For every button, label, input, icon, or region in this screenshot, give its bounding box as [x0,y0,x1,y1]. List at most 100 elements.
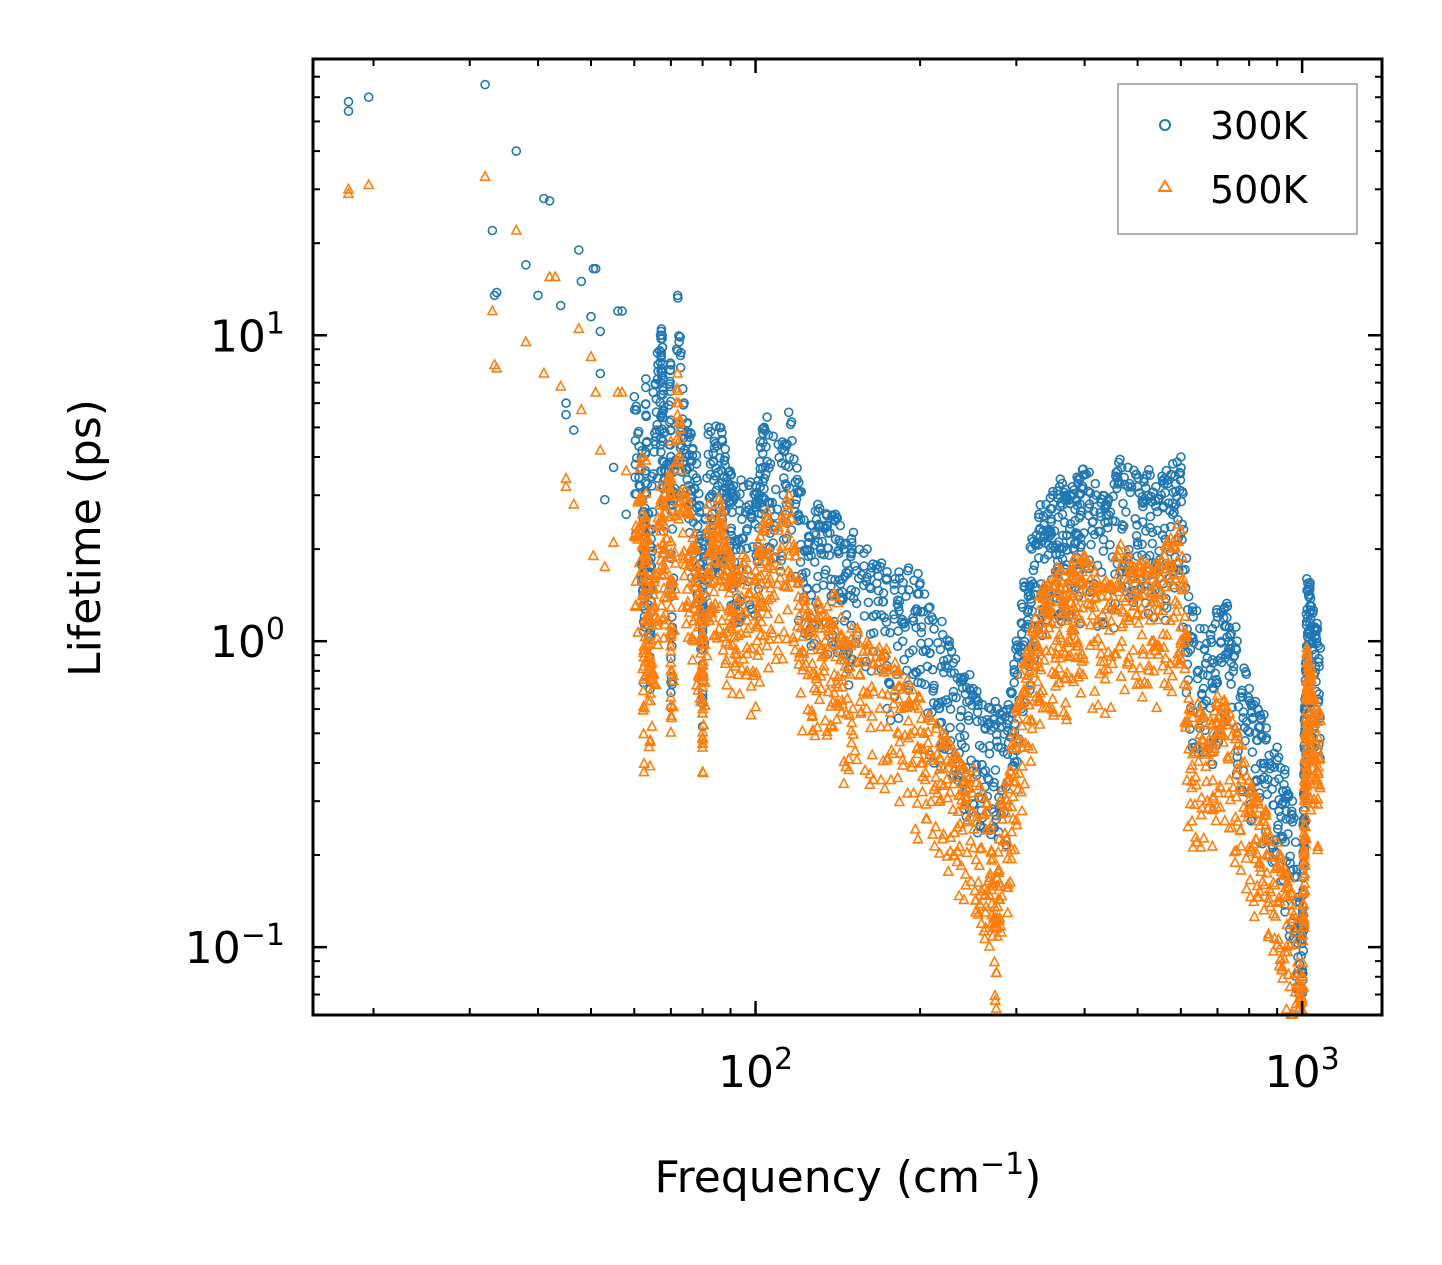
300k-point-cloud [682,474,693,485]
300k-point-cloud [750,499,761,510]
300k-point-cloud [1049,526,1060,536]
500k-point-cloud [1040,585,1052,597]
500k-point-cloud [1172,535,1185,547]
500k-point-cloud [1011,783,1024,795]
300k-point-cloud [825,528,835,538]
300k-point-cloud [846,620,857,631]
300k-point-cloud [964,669,975,680]
500k-point-cloud [701,649,714,661]
300k-point-cloud [1079,528,1089,538]
300k-point-cloud [1133,473,1143,484]
y-tick-label: 101 [210,306,285,362]
500k-point-cloud [741,664,753,676]
500k-point-cloud [634,461,647,473]
500k-point-cloud [1117,591,1130,603]
500k-point-cloud [681,491,693,503]
500k-point-cloud [896,682,909,694]
500k-point-cloud [1289,966,1301,978]
500k-point-cloud [1299,820,1312,832]
500k-point-cloud [985,843,998,855]
500k-point-cloud [1038,653,1051,665]
500k-point-cloud [691,597,704,609]
500k-point-cloud [1299,810,1312,822]
300k-point-cloud [694,507,705,517]
500k-point-cloud [1245,779,1258,791]
300k-point-cloud [959,730,970,741]
300k-point-cloud [1305,593,1316,604]
500k-point-cloud [1076,575,1089,587]
500k-point-cloud [885,743,898,755]
300k-point [1168,458,1178,469]
500k-point-cloud [1312,742,1324,754]
500k-point-cloud [1195,791,1208,803]
500k-point-cloud [1222,752,1235,764]
500k-point-cloud [1229,855,1241,867]
legend-marker-300k [1159,119,1171,131]
300k-point-cloud [1313,657,1324,668]
300k-point-cloud [980,723,990,733]
500k-point-cloud [906,683,919,695]
500k-point-cloud [800,618,813,630]
500k-point-cloud [841,691,854,703]
300k-point-cloud [929,680,939,691]
300k-point [783,407,794,418]
300k-point-cloud [1111,467,1121,478]
300k-point-cloud [1198,683,1209,694]
500k-point-cloud [1105,614,1118,626]
500k-point-cloud [696,664,709,676]
300k-point-cloud [956,705,967,716]
500k-point-cloud [948,849,961,861]
300k-point-cloud [1261,733,1272,743]
500k-point-cloud [788,635,800,647]
500k-point-cloud [667,700,680,712]
300k-point-cloud [1206,637,1217,648]
500k-point-cloud [944,844,957,856]
x-tick-label: 102 [718,1042,793,1098]
500k-point-cloud [1212,786,1225,798]
500k-point-cloud [1024,677,1037,689]
500k-point-cloud [811,684,823,696]
500k-point-cloud [808,666,821,678]
500k-point-cloud [884,705,897,717]
500k-point-cloud [755,568,767,580]
300k-point-cloud [784,452,795,463]
300k-point-cloud [1072,472,1082,483]
300k-point-cloud [984,748,995,759]
500k-point-cloud [958,893,970,905]
500k-point-cloud [1150,701,1163,713]
500k-point-cloud [672,512,685,524]
500k-point-cloud [741,613,754,625]
300k-point-cloud [945,704,956,714]
300k-point-cloud [1131,530,1142,541]
500k-point-cloud [875,773,887,785]
300k-point-cloud [673,293,683,303]
500k-point-cloud [699,637,711,649]
500k-point-cloud [1010,742,1023,754]
500k-point-cloud [790,549,802,561]
300k-point [487,225,498,236]
500k-point-cloud [1217,729,1230,741]
500k-point-cloud [1050,667,1063,679]
500k-point-cloud [1136,628,1148,640]
500k-point-cloud [694,691,706,703]
300k-point-cloud [744,480,754,491]
300k-point-cloud [647,507,658,517]
500k-point-cloud [699,588,712,600]
500k-point-cloud [1068,623,1081,635]
300k-point [1151,481,1161,492]
300k-point-cloud [1095,526,1106,537]
300k-point-cloud [687,450,698,461]
300k-point-cloud [764,497,775,508]
300k-point-cloud [1208,658,1218,668]
500k-point-cloud [1059,696,1072,708]
500k-point-cloud [1227,780,1240,792]
500k-point-cloud [815,682,827,694]
500k-point-cloud [1244,890,1257,902]
500k-point-cloud [1029,634,1042,646]
500k-point-cloud [1255,865,1267,877]
300k-point-cloud [1035,499,1046,510]
500k-point-cloud [985,853,998,865]
300k-point-cloud [1162,475,1173,486]
500k-point-cloud [875,720,887,732]
500k-point-cloud [1267,907,1280,919]
